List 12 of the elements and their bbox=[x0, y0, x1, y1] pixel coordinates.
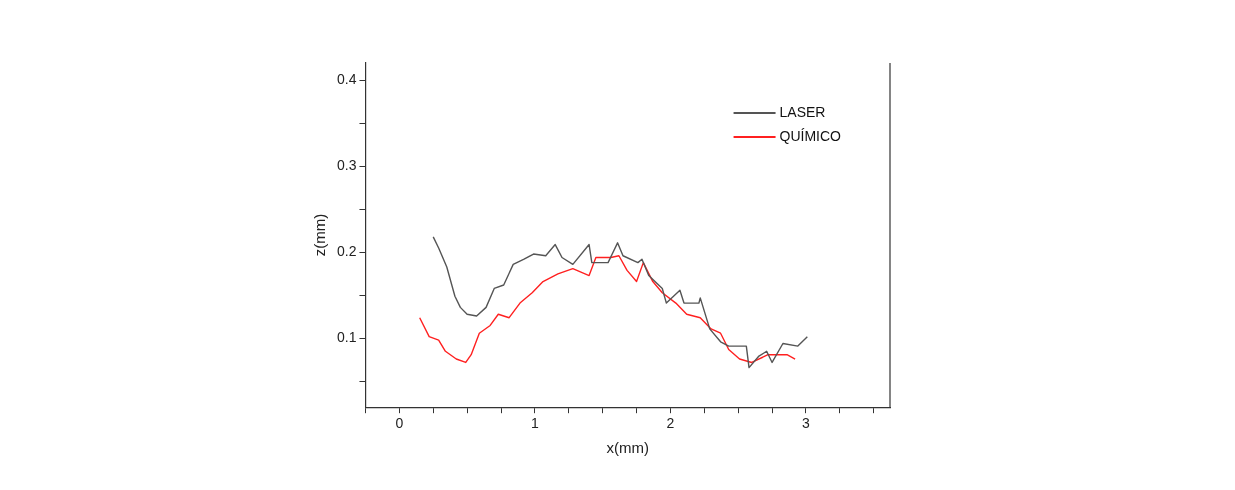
y-axis-title: z(mm) bbox=[311, 213, 329, 257]
x-tick-label: 0 bbox=[395, 415, 404, 432]
y-tick-label: 0.2 bbox=[336, 243, 357, 260]
y-tick-label: 0.1 bbox=[336, 329, 357, 346]
x-tick-label: 3 bbox=[802, 415, 811, 432]
legend-label: LASER bbox=[779, 103, 826, 120]
y-tick-label: 0.4 bbox=[336, 71, 357, 88]
x-tick-label: 1 bbox=[530, 415, 539, 432]
x-tick-label: 2 bbox=[666, 415, 675, 432]
x-axis-title: x(mm) bbox=[606, 439, 649, 457]
y-tick-label: 0.3 bbox=[336, 157, 357, 174]
legend-label: QUÍMICO bbox=[779, 127, 842, 144]
